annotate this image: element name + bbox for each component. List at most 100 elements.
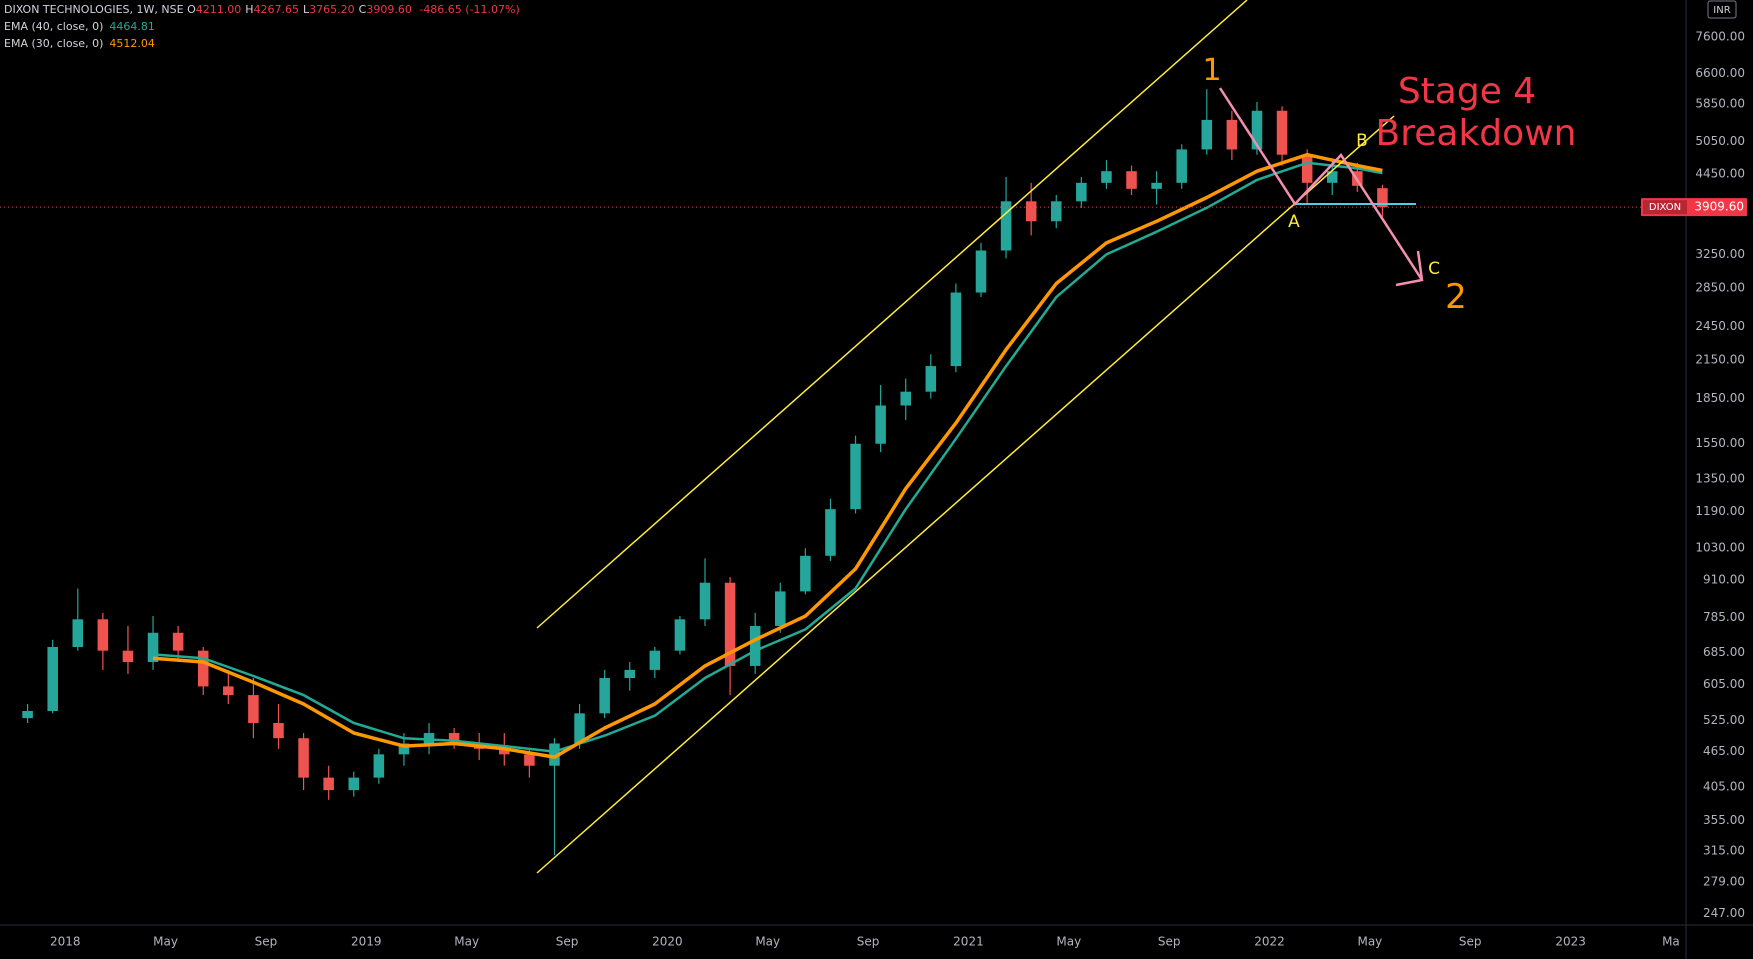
candle-body	[950, 292, 962, 367]
candle-body	[1226, 119, 1238, 150]
candle-body	[72, 619, 84, 647]
currency: INR	[1713, 5, 1730, 16]
candle-body	[900, 391, 911, 406]
candle-body	[1377, 188, 1388, 208]
candle-body	[273, 722, 284, 739]
currency-badge[interactable]	[1707, 0, 1737, 19]
stage-text: Breakdown	[1376, 113, 1577, 154]
y-tick-label: 785.00	[1703, 610, 1745, 624]
candle-body	[850, 443, 861, 510]
y-tick-label: 2850.00	[1695, 280, 1745, 294]
y-tick-label: 2150.00	[1695, 353, 1745, 367]
x-tick-label: May	[755, 935, 780, 949]
symbol-tag-label: DIXON	[1649, 202, 1681, 213]
arrow-head	[1395, 250, 1424, 287]
y-tick-label: 3250.00	[1695, 247, 1745, 261]
candle-body	[97, 619, 109, 651]
candle-body	[524, 754, 535, 766]
y-tick-label: 1030.00	[1695, 541, 1745, 555]
candle-body	[1276, 110, 1288, 155]
x-tick-label: Sep	[556, 935, 579, 949]
indicator-name: EMA (30, close, 0)	[4, 37, 104, 50]
candle-body	[373, 754, 385, 778]
x-tick-label: May	[153, 935, 178, 949]
ema-line	[152, 161, 1383, 753]
candle-body	[1176, 149, 1187, 183]
candle-body	[197, 650, 209, 687]
candle-body	[800, 555, 811, 592]
candle-body	[749, 625, 761, 666]
y-tick-label: 605.00	[1703, 677, 1745, 691]
point-label: A	[1288, 212, 1300, 232]
x-tick-label: 2023	[1555, 935, 1586, 949]
y-tick-label: 1850.00	[1695, 391, 1745, 405]
ohlc-key: O	[187, 3, 196, 16]
candle-body	[1076, 182, 1087, 202]
candle-body	[825, 509, 836, 556]
x-tick-label: 2018	[50, 935, 81, 949]
plot	[0, 89, 1686, 856]
candle-body	[1050, 201, 1062, 222]
indicator-value: 4512.04	[109, 37, 155, 50]
candle-body	[574, 713, 585, 744]
candle-body	[1201, 119, 1213, 150]
candle-body	[649, 650, 661, 670]
wave-label: 2	[1445, 277, 1467, 317]
candle-body	[1101, 171, 1112, 183]
candle-body	[925, 366, 937, 392]
candle-body	[1000, 201, 1012, 251]
candle-body	[1126, 171, 1137, 189]
candle-body	[323, 777, 334, 791]
candle-body	[122, 650, 134, 663]
channel-upper	[536, 0, 1248, 629]
candle-body	[147, 632, 159, 663]
candle-body	[22, 710, 33, 719]
candle-body	[298, 738, 309, 778]
indicator-row: EMA (40, close, 0) 4464.81	[4, 18, 520, 35]
y-tick-label: 355.00	[1703, 813, 1745, 827]
y-tick-label: 685.00	[1703, 645, 1745, 659]
ohlc-value: 3765.20	[309, 3, 355, 16]
y-tick-label: 1550.00	[1695, 436, 1745, 450]
x-tick-label: 2022	[1254, 935, 1285, 949]
candle-body	[875, 405, 886, 444]
candle-body	[599, 678, 610, 714]
symbol-row: DIXON TECHNOLOGIES, 1W, NSE O4211.00 H426…	[4, 1, 520, 18]
candle-body	[1326, 171, 1338, 183]
ohlc-value: 4211.00	[195, 3, 242, 16]
candle-body	[499, 748, 510, 755]
y-tick-label: 1190.00	[1695, 504, 1745, 518]
wave-label: 1	[1202, 53, 1221, 88]
candle-body	[975, 250, 987, 293]
y-tick-label: 279.00	[1703, 875, 1745, 889]
change: -486.65 (-11.07%)	[419, 3, 520, 16]
candle-body	[1251, 110, 1263, 150]
x-tick-label: May	[454, 935, 479, 949]
x-tick-label: Sep	[1459, 935, 1482, 949]
channel-lower	[536, 115, 1395, 874]
y-tick-label: 465.00	[1703, 744, 1745, 758]
symbol-tag	[1643, 200, 1687, 215]
indicator-row: EMA (30, close, 0) 4512.04	[4, 35, 520, 52]
indicators: EMA (40, close, 0) 4464.81 EMA (30, close,…	[4, 18, 520, 52]
price-tag	[1641, 198, 1747, 217]
x-tick-label: Sep	[255, 935, 278, 949]
y-tick-label: 315.00	[1703, 844, 1745, 858]
x-tick-label: 2020	[652, 935, 683, 949]
x-tick-label: Sep	[857, 935, 880, 949]
ohlc-key: L	[303, 3, 310, 16]
y-tick-label: 525.00	[1703, 713, 1745, 727]
y-tick-label: 6600.00	[1695, 66, 1745, 80]
ohlc-value: 4267.65	[253, 3, 300, 16]
candle-body	[1301, 154, 1313, 183]
candle-body	[775, 591, 786, 626]
x-tick-label: Ma	[1662, 935, 1680, 949]
y-tick-label: 910.00	[1703, 572, 1745, 586]
symbol-title: DIXON TECHNOLOGIES, 1W, NSE	[4, 3, 184, 16]
candle-body	[674, 619, 686, 651]
price-tag-label: 3909.60	[1694, 200, 1744, 214]
ohlc-key: H	[245, 3, 254, 16]
stage-text: Stage 4	[1398, 71, 1536, 112]
candle-body	[223, 686, 234, 696]
